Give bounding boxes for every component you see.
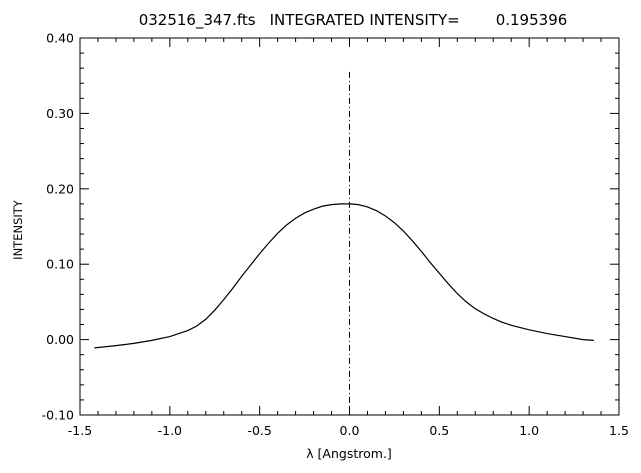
x-tick-label: 1.5: [609, 423, 629, 438]
x-tick-label: -1.0: [158, 423, 182, 438]
axis-ticks: [79, 37, 620, 416]
title-filename: 032516_347.fts: [139, 11, 256, 30]
title-label: INTEGRATED INTENSITY=: [270, 11, 460, 29]
y-tick-label: 0.40: [46, 31, 74, 46]
y-tick-label: 0.00: [46, 332, 74, 347]
x-tick-label: -1.5: [68, 423, 92, 438]
y-tick-label: -0.10: [42, 408, 74, 423]
x-tick-label: 0.0: [340, 423, 360, 438]
chart-title: 032516_347.fts INTEGRATED INTENSITY= 0.195…: [139, 11, 568, 30]
y-tick-label: 0.20: [46, 181, 74, 196]
x-tick-labels: -1.5 -1.0 -0.5 0.0 0.5 1.0 1.5: [68, 423, 629, 438]
y-axis-label: INTENSITY: [11, 199, 25, 260]
title-value: 0.195396: [496, 11, 568, 29]
intensity-profile-line: [94, 203, 594, 349]
y-tick-label: 0.30: [46, 106, 74, 121]
x-tick-label: -0.5: [247, 423, 271, 438]
x-axis-label: λ [Angstrom.]: [306, 446, 392, 461]
x-tick-label: 0.5: [429, 423, 449, 438]
y-tick-labels: -0.10 0.00 0.10 0.20 0.30 0.40: [42, 31, 74, 423]
x-tick-label: 1.0: [519, 423, 539, 438]
y-tick-label: 0.10: [46, 257, 74, 272]
